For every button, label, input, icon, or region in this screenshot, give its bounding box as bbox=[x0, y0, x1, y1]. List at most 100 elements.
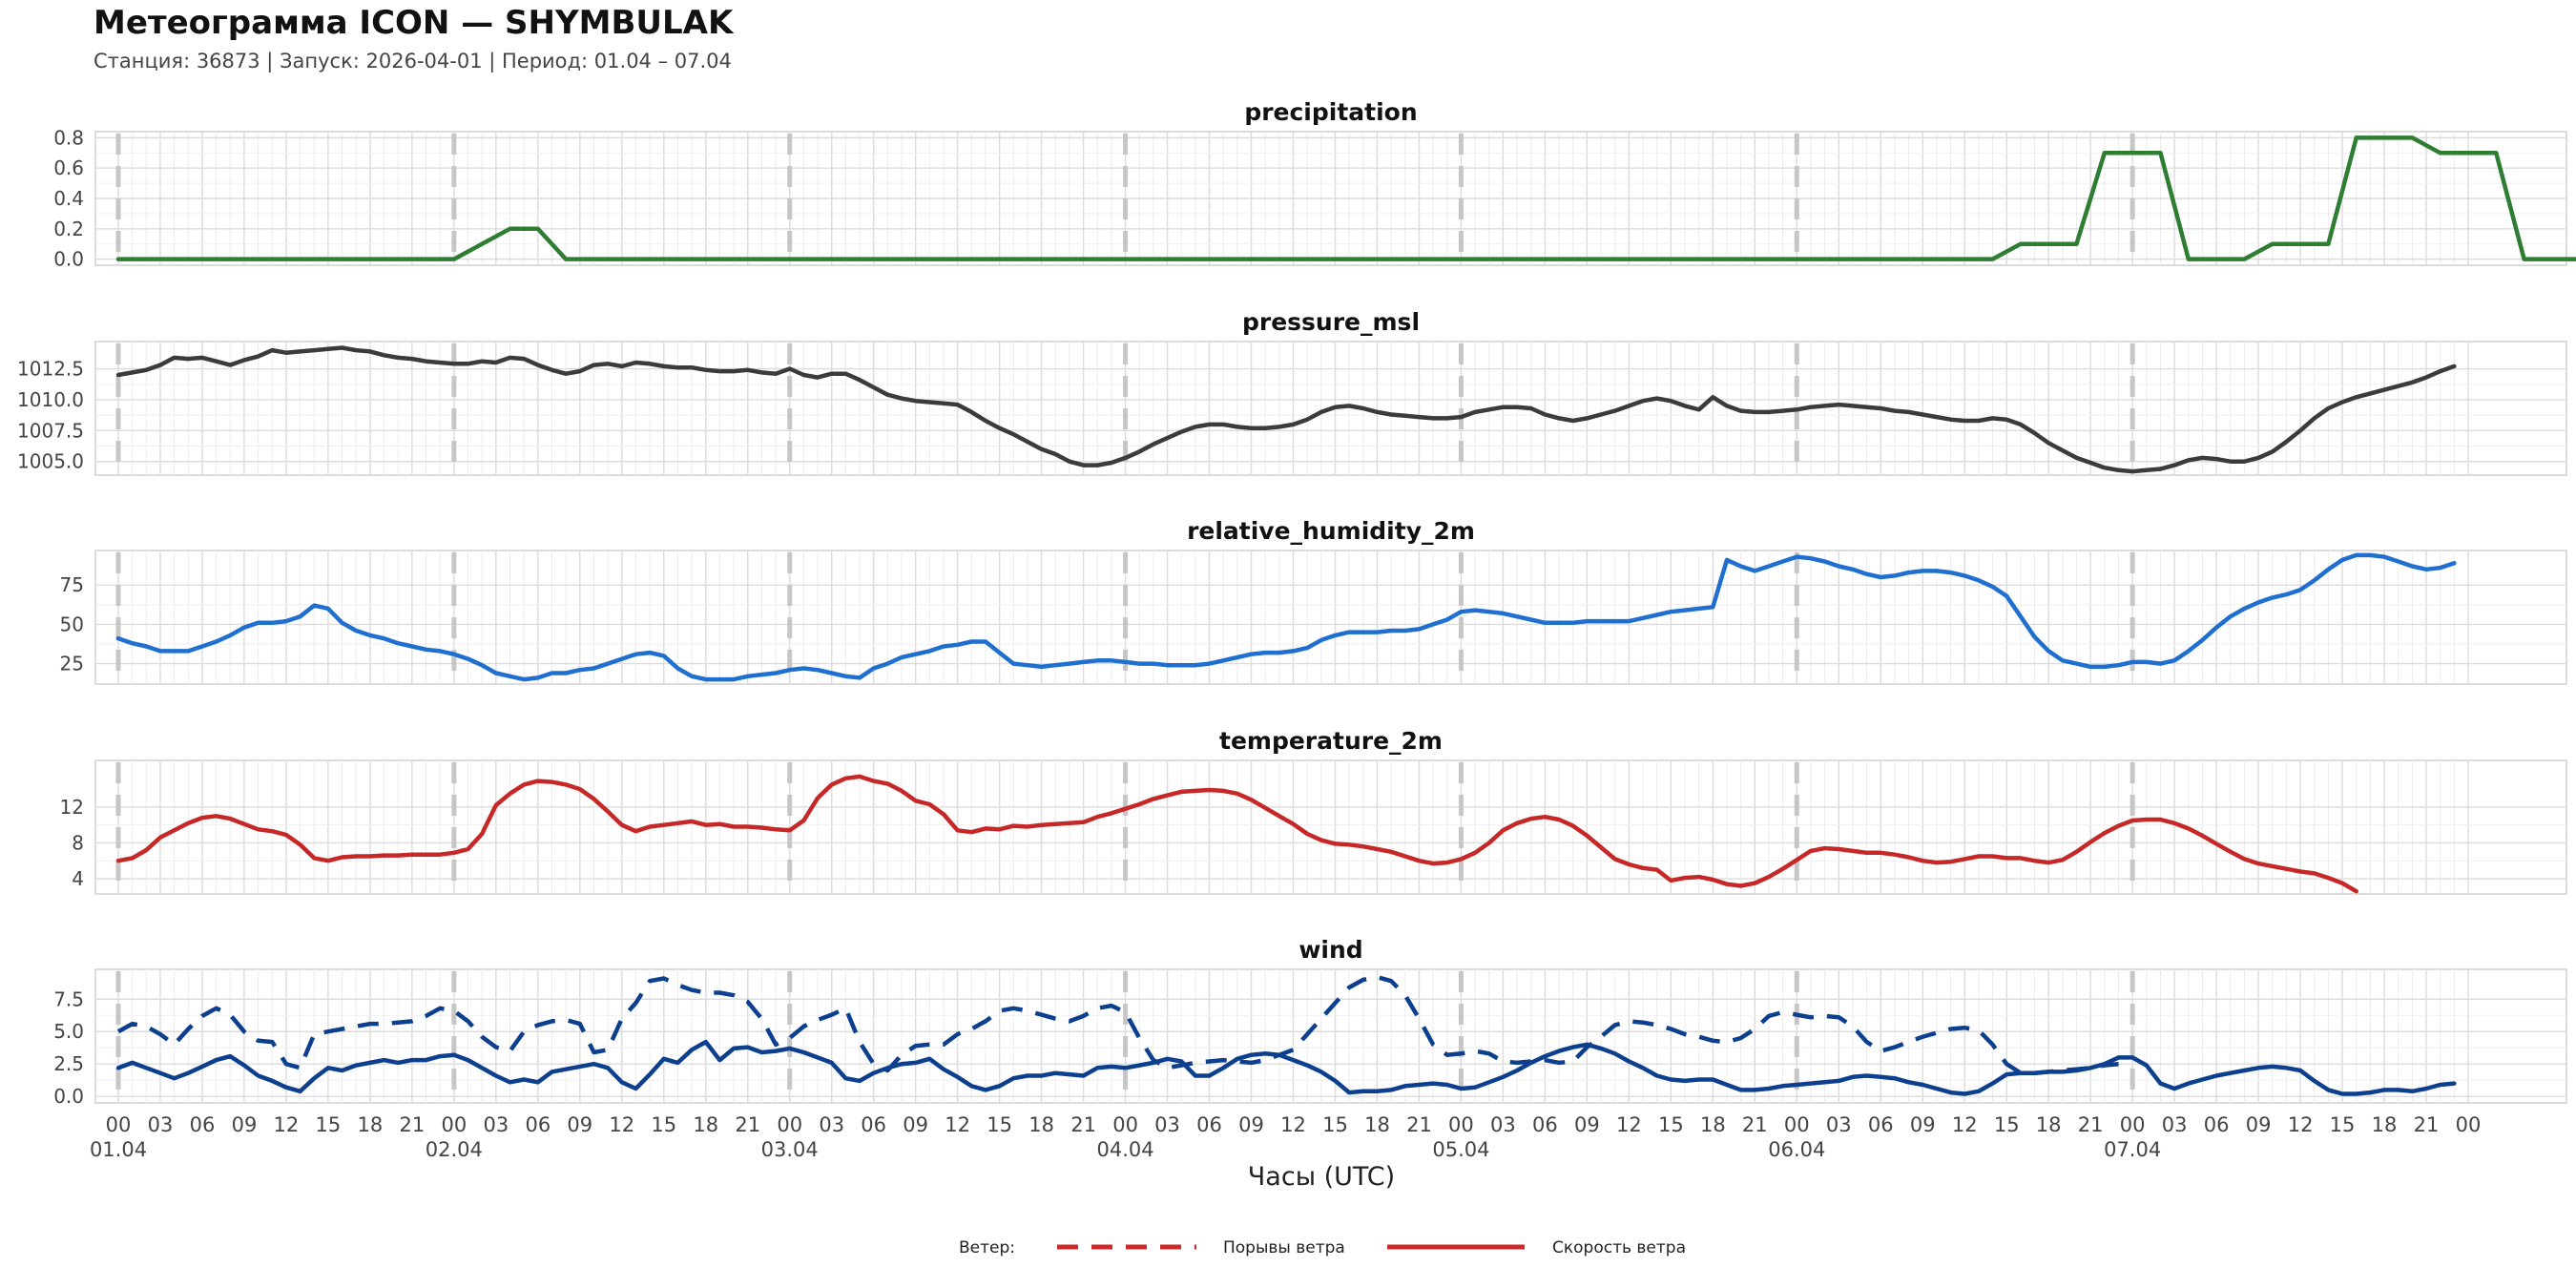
y-tick-label: 4 bbox=[72, 867, 84, 890]
x-tick-label: 21 bbox=[1742, 1113, 1768, 1136]
x-tick-label: 21 bbox=[400, 1113, 426, 1136]
x-tick-label: 15 bbox=[316, 1113, 342, 1136]
x-tick-label: 12 bbox=[1280, 1113, 1306, 1136]
series-line-Порывы ветра bbox=[116, 974, 2119, 1075]
x-tick-label: 15 bbox=[2330, 1113, 2356, 1136]
x-tick-label: 18 bbox=[1700, 1113, 1726, 1136]
y-tick-label: 0.0 bbox=[53, 1085, 84, 1108]
y-tick-label: 0.8 bbox=[53, 126, 84, 149]
x-tick-label: 00 bbox=[1784, 1113, 1810, 1136]
x-tick-label: 03 bbox=[148, 1113, 174, 1136]
x-day-label: 04.04 bbox=[1097, 1138, 1154, 1161]
x-tick-label: 00 bbox=[441, 1113, 467, 1136]
legend-label-speed: Скорость ветра bbox=[1552, 1238, 1686, 1257]
x-tick-label: 03 bbox=[483, 1113, 509, 1136]
x-tick-label: 03 bbox=[1154, 1113, 1180, 1136]
legend-title: Ветер: bbox=[959, 1238, 1015, 1257]
x-tick-label: 18 bbox=[358, 1113, 384, 1136]
panel-wind: 0.0 2.5 5.0 7.5 wind bbox=[53, 936, 2567, 1108]
x-tick-label: 21 bbox=[735, 1113, 760, 1136]
series-line-Скорость ветра bbox=[115, 1039, 2457, 1096]
series-line-temperature_2m bbox=[115, 774, 2358, 894]
y-tick-label: 0.6 bbox=[53, 156, 84, 179]
y-tick-label: 75 bbox=[60, 573, 84, 596]
x-tick-label: 21 bbox=[2078, 1113, 2104, 1136]
x-day-label: 07.04 bbox=[2104, 1138, 2161, 1161]
y-tick-label: 1010.0 bbox=[17, 388, 84, 411]
x-tick-label: 09 bbox=[567, 1113, 592, 1136]
series-line-pressure_msl bbox=[115, 345, 2457, 474]
x-tick-label: 15 bbox=[651, 1113, 676, 1136]
y-tick-label: 1005.0 bbox=[17, 450, 84, 473]
x-day-label: 05.04 bbox=[1432, 1138, 1489, 1161]
x-tick-label: 03 bbox=[1490, 1113, 1516, 1136]
x-tick-label: 06 bbox=[861, 1113, 886, 1136]
y-tick-label: 2.5 bbox=[53, 1052, 84, 1075]
x-tick-label: 15 bbox=[1322, 1113, 1348, 1136]
panel-title: precipitation bbox=[1244, 98, 1417, 126]
x-day-label: 03.04 bbox=[761, 1138, 819, 1161]
panel-title: temperature_2m bbox=[1219, 727, 1443, 755]
x-tick-label: 09 bbox=[1574, 1113, 1600, 1136]
legend: Ветер: Порывы ветра Скорость ветра bbox=[959, 1238, 1686, 1257]
x-tick-label: 09 bbox=[1238, 1113, 1264, 1136]
panel-pressure_msl: 1005.0 1007.5 1010.0 1012.5 pressure_msl bbox=[17, 308, 2567, 476]
x-tick-label: 03 bbox=[1826, 1113, 1852, 1136]
y-tick-label: 50 bbox=[60, 613, 84, 635]
x-axis: 00 03 06 09 12 15 18 21 00 03 06 09 12 15 18 21 00 03 06 09… bbox=[90, 1113, 2481, 1192]
x-tick-label: 12 bbox=[609, 1113, 634, 1136]
x-tick-label: 00 bbox=[1112, 1113, 1138, 1136]
panel-relative_humidity_2m: 25 50 75 relative_humidity_2m bbox=[60, 517, 2567, 685]
x-tick-label: 00 bbox=[106, 1113, 132, 1136]
series-line-precipitation bbox=[115, 135, 2576, 261]
x-tick-label: 06 bbox=[525, 1113, 551, 1136]
x-tick-label: 00 bbox=[2456, 1113, 2482, 1136]
panel-title: wind bbox=[1298, 936, 1362, 964]
x-tick-label: 06 bbox=[2204, 1113, 2230, 1136]
x-tick-label: 03 bbox=[819, 1113, 844, 1136]
x-tick-label: 15 bbox=[1994, 1113, 2020, 1136]
series-line-relative_humidity_2m bbox=[115, 552, 2457, 682]
x-tick-label: 09 bbox=[903, 1113, 928, 1136]
x-tick-label: 06 bbox=[1532, 1113, 1558, 1136]
x-tick-label: 00 bbox=[2120, 1113, 2146, 1136]
chart-subtitle: Станция: 36873 | Запуск: 2026-04-01 | Пе… bbox=[93, 50, 732, 73]
panel-precipitation: 0.0 0.2 0.4 0.6 0.8 precipitation bbox=[53, 98, 2576, 271]
x-tick-label: 12 bbox=[1952, 1113, 1978, 1136]
x-tick-label: 09 bbox=[232, 1113, 258, 1136]
y-tick-label: 12 bbox=[60, 796, 84, 819]
x-tick-label: 21 bbox=[1070, 1113, 1096, 1136]
x-tick-label: 12 bbox=[945, 1113, 970, 1136]
x-day-label: 02.04 bbox=[426, 1138, 483, 1161]
y-tick-label: 0.4 bbox=[53, 187, 84, 210]
x-tick-label: 15 bbox=[987, 1113, 1012, 1136]
x-tick-label: 18 bbox=[1028, 1113, 1054, 1136]
y-tick-label: 1007.5 bbox=[17, 419, 84, 442]
x-tick-label: 09 bbox=[1910, 1113, 1936, 1136]
x-tick-label: 03 bbox=[2162, 1113, 2188, 1136]
x-tick-label: 12 bbox=[1616, 1113, 1642, 1136]
y-tick-label: 25 bbox=[60, 653, 84, 675]
x-tick-label: 18 bbox=[693, 1113, 718, 1136]
y-tick-label: 5.0 bbox=[53, 1020, 84, 1043]
x-day-label: 01.04 bbox=[90, 1138, 147, 1161]
x-tick-label: 00 bbox=[777, 1113, 802, 1136]
y-tick-label: 1012.5 bbox=[17, 358, 84, 381]
x-tick-label: 12 bbox=[274, 1113, 300, 1136]
x-tick-label: 15 bbox=[1658, 1113, 1684, 1136]
y-tick-label: 0.2 bbox=[53, 218, 84, 240]
x-tick-label: 21 bbox=[1406, 1113, 1432, 1136]
x-day-label: 06.04 bbox=[1768, 1138, 1825, 1161]
x-tick-label: 18 bbox=[2036, 1113, 2062, 1136]
chart-title: Метеограмма ICON — SHYMBULAK bbox=[93, 4, 734, 42]
x-tick-label: 18 bbox=[2372, 1113, 2398, 1136]
x-tick-label: 06 bbox=[1196, 1113, 1222, 1136]
x-axis-label: Часы (UTC) bbox=[1248, 1162, 1395, 1192]
x-tick-label: 00 bbox=[1448, 1113, 1474, 1136]
x-tick-label: 18 bbox=[1364, 1113, 1390, 1136]
x-tick-label: 09 bbox=[2246, 1113, 2272, 1136]
x-tick-label: 06 bbox=[1868, 1113, 1894, 1136]
y-tick-label: 7.5 bbox=[53, 987, 84, 1010]
panel-title: pressure_msl bbox=[1242, 308, 1420, 336]
x-tick-label: 12 bbox=[2288, 1113, 2314, 1136]
